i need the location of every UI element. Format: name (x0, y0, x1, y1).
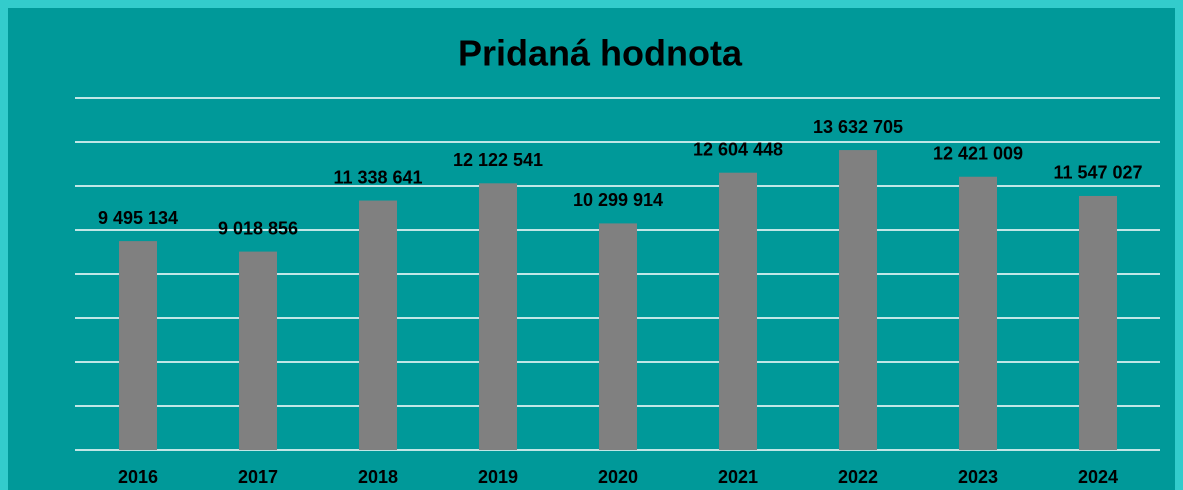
x-tick-label: 2018 (358, 467, 398, 487)
x-tick-label: 2024 (1078, 467, 1118, 487)
x-tick-label: 2016 (118, 467, 158, 487)
data-label: 13 632 705 (813, 117, 903, 137)
data-label: 11 547 027 (1053, 163, 1142, 183)
x-tick-label: 2020 (598, 467, 638, 487)
chart-area (8, 8, 1175, 490)
bar (119, 241, 157, 450)
bar (719, 172, 757, 450)
bar (479, 183, 517, 451)
data-label: 9 018 856 (218, 218, 298, 238)
x-tick-label: 2021 (718, 467, 758, 487)
x-tick-label: 2017 (238, 467, 278, 487)
bar (599, 223, 637, 450)
bar (359, 200, 397, 450)
bar (239, 251, 277, 450)
x-tick-label: 2023 (958, 467, 998, 487)
data-label: 12 122 541 (453, 150, 543, 170)
bar (1079, 195, 1117, 450)
bar (839, 150, 877, 450)
chart-title: Pridaná hodnota (458, 33, 743, 74)
data-label: 11 338 641 (333, 167, 422, 187)
data-label: 12 604 448 (693, 139, 783, 159)
data-label: 10 299 914 (573, 190, 663, 210)
x-tick-label: 2019 (478, 467, 518, 487)
x-tick-label: 2022 (838, 467, 878, 487)
data-label: 12 421 009 (933, 143, 1023, 163)
data-label: 9 495 134 (98, 208, 178, 228)
bar (959, 176, 997, 451)
